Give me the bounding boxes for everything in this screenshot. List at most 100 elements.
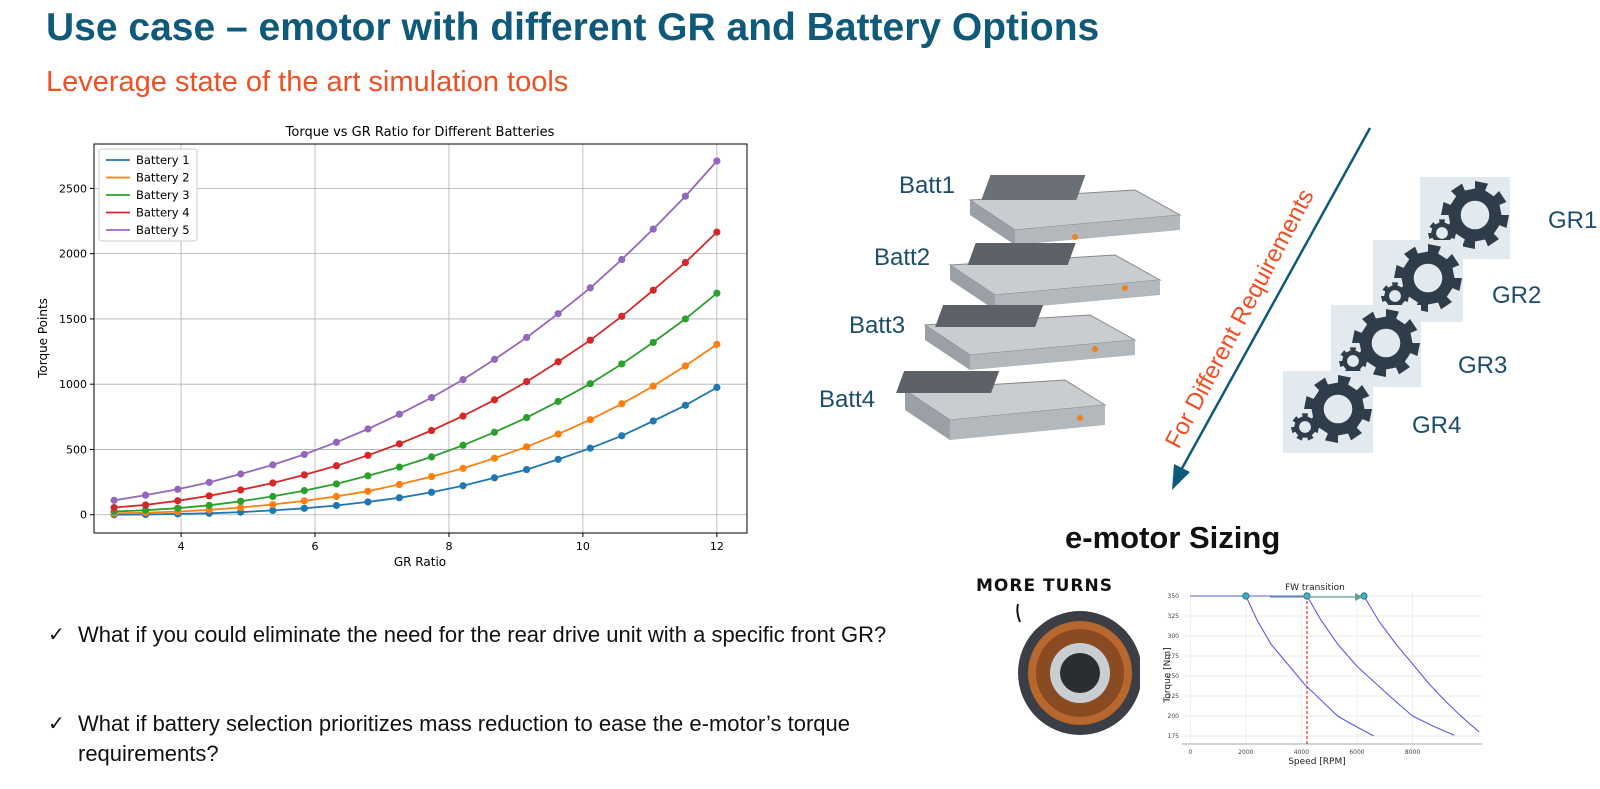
data-point-battery-1 bbox=[681, 401, 689, 409]
legend-label: Battery 1 bbox=[136, 153, 190, 167]
data-point-battery-4 bbox=[174, 497, 182, 505]
data-point-battery-4 bbox=[523, 377, 531, 386]
data-point-battery-1 bbox=[427, 488, 436, 496]
data-point-battery-3 bbox=[269, 492, 277, 501]
data-point-battery-5 bbox=[205, 478, 213, 486]
data-point-battery-5 bbox=[681, 192, 689, 200]
series-line-battery-2 bbox=[114, 343, 718, 515]
data-point-battery-2 bbox=[364, 487, 372, 495]
gr-label-2: GR2 bbox=[1492, 282, 1542, 309]
data-point-battery-3 bbox=[490, 428, 499, 436]
data-point-battery-5 bbox=[523, 333, 531, 342]
data-point-battery-3 bbox=[427, 453, 436, 461]
gr-label-1: GR1 bbox=[1548, 207, 1598, 234]
question-text: What if battery selection prioritizes ma… bbox=[78, 711, 850, 766]
data-point-battery-4 bbox=[237, 486, 245, 494]
torque-curve-1 bbox=[1190, 595, 1374, 737]
data-point-battery-2 bbox=[586, 416, 594, 424]
data-point-battery-3 bbox=[586, 380, 594, 388]
x-tick-label: 6 bbox=[312, 540, 319, 553]
data-point-battery-5 bbox=[649, 225, 657, 233]
small-x-tick-label: 8000 bbox=[1405, 749, 1420, 756]
data-point-battery-5 bbox=[459, 376, 467, 384]
small-y-tick-label: 225 bbox=[1168, 693, 1180, 700]
data-point-battery-3 bbox=[300, 486, 308, 495]
data-point-battery-2 bbox=[554, 430, 562, 438]
data-point-battery-2 bbox=[459, 464, 467, 472]
y-tick-label: 2000 bbox=[59, 248, 87, 261]
data-point-battery-2 bbox=[681, 362, 689, 370]
battery-pack-icon bbox=[923, 305, 1137, 370]
battery-label-1: Batt1 bbox=[899, 172, 956, 199]
small-y-tick-label: 175 bbox=[1168, 733, 1180, 740]
data-point-battery-2 bbox=[395, 480, 404, 489]
data-point-battery-5 bbox=[237, 470, 245, 478]
data-point-battery-3 bbox=[618, 360, 626, 368]
battery-pack-icon bbox=[968, 175, 1182, 245]
legend-label: Battery 4 bbox=[136, 206, 190, 220]
torque-speed-chart: 0 2000 4000 6000 8000 175 200 225 250 275 300 325 35… bbox=[1163, 583, 1482, 767]
data-point-battery-3 bbox=[174, 504, 182, 512]
transition-point bbox=[1242, 592, 1250, 600]
battery-pack-icon bbox=[948, 243, 1162, 310]
data-point-battery-1 bbox=[649, 417, 657, 425]
data-point-battery-4 bbox=[649, 286, 657, 294]
chart-ylabel: Torque Points bbox=[36, 298, 50, 379]
battery-label-4: Batt4 bbox=[819, 386, 876, 413]
data-point-battery-4 bbox=[141, 501, 150, 509]
question-text: What if you could eliminate the need for… bbox=[78, 622, 887, 647]
gr-label-3: GR3 bbox=[1458, 352, 1508, 379]
gear-icon bbox=[1283, 371, 1373, 453]
torque-vs-gr-chart: Torque vs GR Ratio for Different Batteri… bbox=[36, 125, 748, 569]
data-point-battery-4 bbox=[427, 426, 436, 435]
data-point-battery-2 bbox=[427, 473, 436, 481]
data-point-battery-2 bbox=[649, 382, 657, 390]
data-point-battery-5 bbox=[300, 450, 308, 459]
data-point-battery-3 bbox=[395, 463, 404, 471]
data-point-battery-4 bbox=[300, 471, 308, 479]
battery-pack-icon bbox=[896, 371, 1107, 440]
data-point-battery-3 bbox=[459, 441, 467, 449]
data-point-battery-5 bbox=[110, 496, 118, 504]
legend-label: Battery 2 bbox=[136, 171, 190, 185]
small-y-tick-label: 250 bbox=[1168, 673, 1180, 680]
slide-title: Use case – emotor with different GR and … bbox=[46, 6, 1100, 49]
data-point-battery-2 bbox=[490, 454, 499, 462]
chart-title: Torque vs GR Ratio for Different Batteri… bbox=[285, 125, 555, 140]
data-point-battery-4 bbox=[364, 451, 372, 459]
data-point-battery-3 bbox=[649, 338, 657, 347]
data-point-battery-4 bbox=[110, 503, 118, 512]
data-point-battery-4 bbox=[586, 336, 594, 344]
data-point-battery-2 bbox=[523, 443, 531, 451]
data-point-battery-2 bbox=[332, 492, 341, 501]
torque-curve-2 bbox=[1190, 595, 1455, 736]
data-point-battery-1 bbox=[269, 506, 277, 515]
stator-image bbox=[1016, 603, 1140, 735]
gear-hole bbox=[1460, 200, 1490, 230]
data-point-battery-5 bbox=[364, 425, 372, 433]
data-point-battery-5 bbox=[618, 255, 626, 264]
data-point-battery-2 bbox=[618, 400, 626, 408]
chart-legend: Battery 1 Battery 2 Battery 3 Battery 4 Batt… bbox=[98, 148, 198, 242]
gear-hole bbox=[1323, 394, 1353, 424]
x-tick-label: 4 bbox=[178, 540, 185, 553]
data-point-battery-5 bbox=[141, 491, 150, 499]
data-point-battery-2 bbox=[300, 497, 308, 505]
torque-curve-3 bbox=[1363, 595, 1480, 733]
checkmark-icon: ✓ bbox=[48, 624, 65, 646]
data-point-battery-3 bbox=[523, 414, 531, 422]
requirements-arrow bbox=[1172, 127, 1372, 490]
small-y-tick-label: 200 bbox=[1168, 713, 1180, 720]
small-chart-ylabel: Torque [Nm] bbox=[1163, 647, 1173, 703]
data-point-battery-2 bbox=[269, 500, 277, 509]
data-point-battery-5 bbox=[427, 394, 436, 402]
data-point-battery-4 bbox=[554, 358, 562, 366]
data-point-battery-1 bbox=[586, 444, 594, 452]
data-point-battery-4 bbox=[205, 492, 213, 500]
legend-label: Battery 5 bbox=[136, 223, 190, 237]
data-point-battery-5 bbox=[174, 485, 182, 493]
small-x-tick-label: 2000 bbox=[1238, 749, 1253, 756]
data-point-battery-5 bbox=[713, 157, 721, 165]
data-point-battery-1 bbox=[618, 432, 626, 440]
more-turns-label: MORE TURNS bbox=[976, 576, 1113, 596]
